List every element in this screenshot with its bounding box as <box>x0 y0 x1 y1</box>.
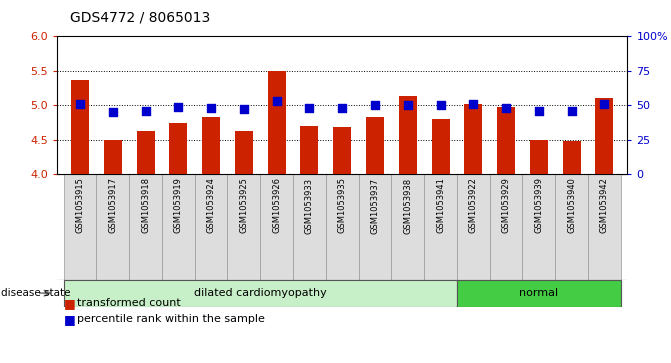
Text: GSM1053939: GSM1053939 <box>534 178 544 233</box>
Point <box>435 102 446 108</box>
Bar <box>71 80 89 174</box>
Bar <box>235 131 253 174</box>
Bar <box>497 107 515 174</box>
Bar <box>523 174 556 280</box>
Bar <box>563 141 580 174</box>
Point <box>599 101 610 107</box>
Bar <box>457 174 490 280</box>
Bar <box>64 174 97 280</box>
Point <box>107 109 118 115</box>
Text: GSM1053937: GSM1053937 <box>370 178 380 233</box>
Point <box>304 105 315 111</box>
Text: GSM1053940: GSM1053940 <box>567 178 576 233</box>
Bar <box>333 127 351 174</box>
Bar <box>424 174 457 280</box>
Bar <box>129 174 162 280</box>
Text: percentile rank within the sample: percentile rank within the sample <box>77 314 265 325</box>
Bar <box>227 174 260 280</box>
Point <box>566 108 577 114</box>
Point <box>206 105 217 111</box>
Text: GSM1053917: GSM1053917 <box>108 178 117 233</box>
Bar <box>260 174 293 280</box>
Text: GSM1053915: GSM1053915 <box>75 178 85 233</box>
Bar <box>97 174 129 280</box>
Text: GSM1053919: GSM1053919 <box>174 178 183 233</box>
Bar <box>162 174 195 280</box>
Text: GSM1053933: GSM1053933 <box>305 178 314 233</box>
Text: dilated cardiomyopathy: dilated cardiomyopathy <box>194 288 327 298</box>
Text: disease state: disease state <box>1 288 70 298</box>
Text: GDS4772 / 8065013: GDS4772 / 8065013 <box>70 11 211 25</box>
Bar <box>136 131 154 174</box>
Bar <box>457 280 621 307</box>
Bar <box>104 140 121 174</box>
Text: GSM1053925: GSM1053925 <box>240 178 248 233</box>
Text: GSM1053929: GSM1053929 <box>502 178 511 233</box>
Bar <box>399 96 417 174</box>
Text: GSM1053938: GSM1053938 <box>403 178 412 233</box>
Text: normal: normal <box>519 288 558 298</box>
Point <box>140 108 151 114</box>
Text: GSM1053941: GSM1053941 <box>436 178 445 233</box>
Bar <box>530 140 548 174</box>
Point <box>468 101 478 107</box>
Bar <box>391 174 424 280</box>
Point <box>271 98 282 104</box>
Point <box>337 105 348 111</box>
Bar <box>556 174 588 280</box>
Point <box>533 108 544 114</box>
Text: GSM1053924: GSM1053924 <box>207 178 215 233</box>
Text: GSM1053942: GSM1053942 <box>600 178 609 233</box>
Bar <box>366 117 384 174</box>
Bar <box>358 174 391 280</box>
Bar <box>169 122 187 174</box>
Bar <box>268 71 286 174</box>
Text: GSM1053918: GSM1053918 <box>141 178 150 233</box>
Bar <box>195 174 227 280</box>
Text: GSM1053935: GSM1053935 <box>338 178 347 233</box>
Bar <box>595 98 613 174</box>
Bar <box>588 174 621 280</box>
Text: ■: ■ <box>64 313 76 326</box>
Bar <box>326 174 358 280</box>
Bar <box>431 119 450 174</box>
Point <box>370 102 380 108</box>
Bar <box>490 174 523 280</box>
Bar <box>64 280 457 307</box>
Point <box>238 106 249 112</box>
Text: transformed count: transformed count <box>77 298 181 308</box>
Bar <box>202 117 220 174</box>
Point <box>74 101 85 107</box>
Bar <box>464 104 482 174</box>
Point <box>173 104 184 110</box>
Point <box>403 102 413 108</box>
Point <box>501 105 511 111</box>
Bar <box>301 126 319 174</box>
Text: GSM1053926: GSM1053926 <box>272 178 281 233</box>
Text: ■: ■ <box>64 297 76 310</box>
Bar <box>293 174 326 280</box>
Text: GSM1053922: GSM1053922 <box>469 178 478 233</box>
